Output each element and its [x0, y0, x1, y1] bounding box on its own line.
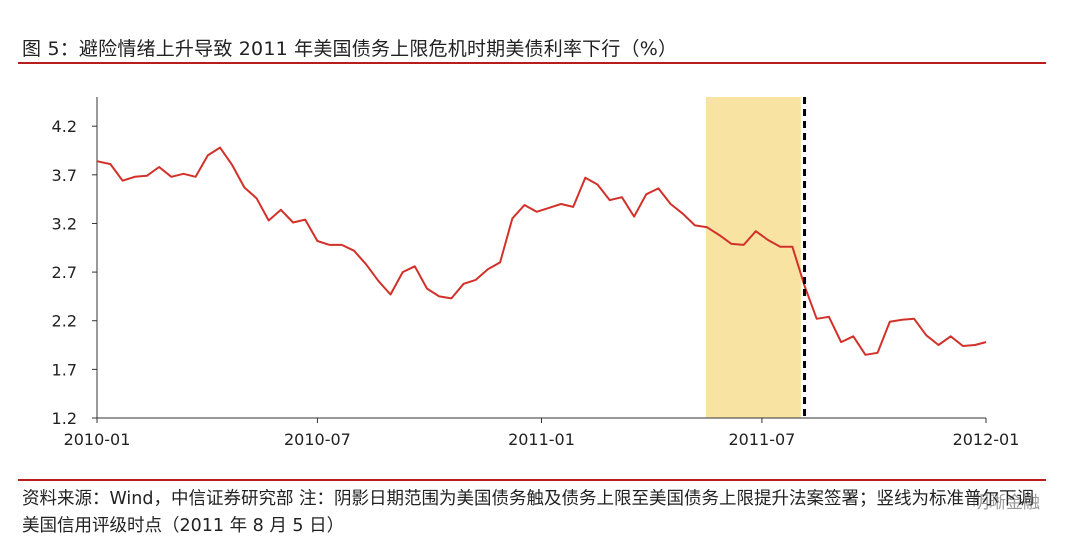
y-tick-label: 1.2: [52, 409, 77, 428]
y-tick-label: 2.2: [52, 312, 77, 331]
x-tick-label: 2010-07: [284, 430, 351, 449]
x-tick-label: 2010-01: [64, 430, 131, 449]
shaded-period: [705, 97, 801, 418]
x-tick-label: 2011-01: [508, 430, 575, 449]
y-tick-label: 3.2: [52, 214, 77, 233]
series-line: [96, 146, 987, 356]
x-tick-label: 2011-07: [728, 430, 795, 449]
source-note: 资料来源：Wind，中信证券研究部 注：阴影日期范围为美国债务触及债务上限至美国…: [22, 489, 1035, 536]
figure-title: 图 5：避险情绪上升导致 2011 年美国债务上限危机时期美债利率下行（%）: [22, 38, 678, 60]
y-tick-label: 1.7: [52, 360, 77, 379]
y-tick-label: 3.7: [52, 166, 77, 185]
x-tick-label: 2012-01: [953, 430, 1020, 449]
y-tick-label: 4.2: [52, 117, 77, 136]
watermark-text: 明晰金融: [972, 493, 1040, 513]
y-tick-label: 2.7: [52, 263, 77, 282]
source-rule: [18, 479, 1046, 481]
title-rule: [18, 62, 1046, 64]
